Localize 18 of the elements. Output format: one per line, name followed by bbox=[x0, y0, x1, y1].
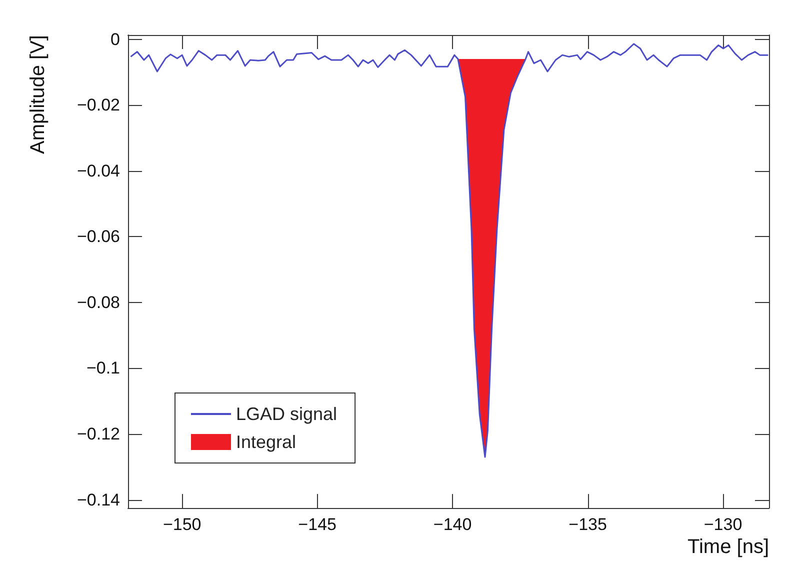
x-tick-label: −130 bbox=[704, 515, 742, 534]
line-series bbox=[130, 43, 769, 458]
y-axis-title: Amplitude [V] bbox=[27, 35, 49, 154]
y-tick-label: −0.04 bbox=[76, 161, 120, 180]
y-tick-label: −0.06 bbox=[76, 227, 120, 246]
x-tick-label: −135 bbox=[568, 515, 607, 534]
y-tick-label: −0.12 bbox=[76, 424, 120, 444]
y-tick-label: −0.08 bbox=[76, 292, 120, 312]
x-tick-label: −140 bbox=[433, 515, 472, 534]
legend-label: Integral bbox=[236, 432, 296, 452]
x-tick-label: −150 bbox=[162, 515, 202, 534]
y-tick-label: −0.02 bbox=[76, 96, 120, 115]
x-axis-title: Time [ns] bbox=[688, 536, 769, 558]
legend-label: LGAD signal bbox=[236, 404, 338, 424]
y-tick-label: 0 bbox=[110, 30, 120, 49]
y-tick-label: −0.14 bbox=[76, 490, 120, 510]
x-tick-label: −145 bbox=[298, 515, 336, 534]
y-tick-label: −0.1 bbox=[86, 358, 120, 378]
